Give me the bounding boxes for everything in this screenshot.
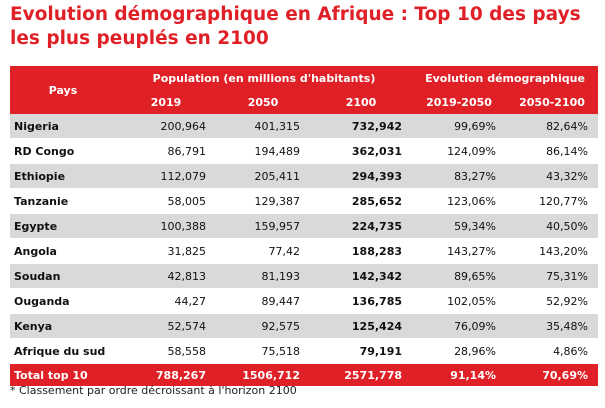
footnote: * Classement par ordre décroissant à l'h… — [10, 384, 297, 397]
header-2019-2050: 2019-2050 — [412, 90, 507, 114]
table-row: Afrique du sud 58,558 75,518 79,191 28,96% 4,… — [10, 338, 599, 364]
pop-2019-cell: 31,825 — [116, 238, 216, 264]
pop-2100-cell: 136,785 — [310, 288, 413, 314]
evo-2050-2100-cell: 52,92% — [506, 288, 599, 314]
pop-2100-cell: 224,735 — [310, 213, 413, 239]
country-cell: Kenya — [10, 313, 116, 339]
table-row: Ouganda 44,27 89,447 136,785 102,05% 52,92% — [10, 288, 599, 314]
pop-2100-cell: 125,424 — [310, 313, 413, 339]
header-population: Population (en millions d'habitants) — [116, 66, 413, 90]
header-2050: 2050 — [216, 90, 310, 114]
pop-2019-cell: 86,791 — [116, 138, 216, 164]
pop-2019-cell: 100,388 — [116, 213, 216, 239]
header-2050-2100: 2050-2100 — [506, 90, 599, 114]
evo-2019-2050-cell: 59,34% — [412, 213, 507, 239]
pop-2050-cell: 129,387 — [216, 188, 310, 214]
pop-2019-cell: 52,574 — [116, 313, 216, 339]
pop-2100-cell: 294,393 — [310, 163, 413, 189]
evo-2019-2050-cell: 99,69% — [412, 114, 507, 139]
total-pop-2050-cell: 1506,712 — [216, 363, 310, 387]
pop-2050-cell: 92,575 — [216, 313, 310, 339]
table-row: Nigeria 200,964 401,315 732,942 99,69% 82,64% — [10, 114, 599, 139]
total-pop-2019-cell: 788,267 — [116, 363, 216, 387]
total-country-cell: Total top 10 — [10, 363, 116, 387]
pop-2100-cell: 188,283 — [310, 238, 413, 264]
pop-2050-cell: 194,489 — [216, 138, 310, 164]
total-evo-2050-2100-cell: 70,69% — [506, 363, 599, 387]
country-cell: Nigeria — [10, 114, 116, 139]
evo-2019-2050-cell: 28,96% — [412, 338, 507, 364]
header-pays: Pays — [10, 66, 116, 114]
pop-2019-cell: 42,813 — [116, 263, 216, 289]
population-table: Pays Population (en millions d'habitants… — [10, 66, 599, 387]
country-cell: RD Congo — [10, 138, 116, 164]
country-cell: Egypte — [10, 213, 116, 239]
pop-2050-cell: 401,315 — [216, 114, 310, 139]
pop-2050-cell: 75,518 — [216, 338, 310, 364]
evo-2019-2050-cell: 89,65% — [412, 263, 507, 289]
table-row: Soudan 42,813 81,193 142,342 89,65% 75,31% — [10, 263, 599, 289]
table-row: Angola 31,825 77,42 188,283 143,27% 143,20% — [10, 238, 599, 264]
table-row: Ethiopie 112,079 205,411 294,393 83,27% 43,32… — [10, 163, 599, 189]
evo-2019-2050-cell: 143,27% — [412, 238, 507, 264]
country-cell: Tanzanie — [10, 188, 116, 214]
pop-2050-cell: 77,42 — [216, 238, 310, 264]
total-pop-2100-cell: 2571,778 — [310, 363, 413, 387]
page-title: Evolution démographique en Afrique : Top… — [10, 4, 581, 49]
country-cell: Afrique du sud — [10, 338, 116, 364]
header-2100: 2100 — [310, 90, 413, 114]
evo-2050-2100-cell: 86,14% — [506, 138, 599, 164]
country-cell: Ouganda — [10, 288, 116, 314]
pop-2019-cell: 44,27 — [116, 288, 216, 314]
pop-2100-cell: 142,342 — [310, 263, 413, 289]
pop-2100-cell: 362,031 — [310, 138, 413, 164]
pop-2100-cell: 732,942 — [310, 114, 413, 139]
evo-2050-2100-cell: 43,32% — [506, 163, 599, 189]
evo-2019-2050-cell: 102,05% — [412, 288, 507, 314]
evo-2050-2100-cell: 120,77% — [506, 188, 599, 214]
evo-2050-2100-cell: 75,31% — [506, 263, 599, 289]
evo-2019-2050-cell: 76,09% — [412, 313, 507, 339]
header-evolution: Evolution démographique — [412, 66, 599, 90]
header-row-years: 2019 2050 2100 2019-2050 2050-2100 — [10, 90, 599, 114]
evo-2050-2100-cell: 143,20% — [506, 238, 599, 264]
pop-2050-cell: 159,957 — [216, 213, 310, 239]
table-row: Kenya 52,574 92,575 125,424 76,09% 35,48% — [10, 313, 599, 339]
table-body: Nigeria 200,964 401,315 732,942 99,69% 82,64%… — [10, 114, 599, 387]
evo-2050-2100-cell: 35,48% — [506, 313, 599, 339]
pop-2019-cell: 200,964 — [116, 114, 216, 139]
pop-2019-cell: 112,079 — [116, 163, 216, 189]
pop-2019-cell: 58,558 — [116, 338, 216, 364]
country-cell: Ethiopie — [10, 163, 116, 189]
country-cell: Angola — [10, 238, 116, 264]
evo-2019-2050-cell: 83,27% — [412, 163, 507, 189]
evo-2050-2100-cell: 82,64% — [506, 114, 599, 139]
pop-2100-cell: 285,652 — [310, 188, 413, 214]
total-row: Total top 10 788,267 1506,712 2571,778 91,14… — [10, 363, 599, 387]
pop-2100-cell: 79,191 — [310, 338, 413, 364]
evo-2019-2050-cell: 124,09% — [412, 138, 507, 164]
pop-2050-cell: 205,411 — [216, 163, 310, 189]
pop-2050-cell: 89,447 — [216, 288, 310, 314]
total-evo-2019-2050-cell: 91,14% — [412, 363, 507, 387]
table-row: Egypte 100,388 159,957 224,735 59,34% 40,50% — [10, 213, 599, 239]
evo-2050-2100-cell: 40,50% — [506, 213, 599, 239]
header-2019: 2019 — [116, 90, 216, 114]
evo-2050-2100-cell: 4,86% — [506, 338, 599, 364]
pop-2019-cell: 58,005 — [116, 188, 216, 214]
table-row: RD Congo 86,791 194,489 362,031 124,09% 86,14… — [10, 138, 599, 164]
table-row: Tanzanie 58,005 129,387 285,652 123,06% 120,7… — [10, 188, 599, 214]
header-row-group: Pays Population (en millions d'habitants… — [10, 66, 599, 114]
pop-2050-cell: 81,193 — [216, 263, 310, 289]
country-cell: Soudan — [10, 263, 116, 289]
evo-2019-2050-cell: 123,06% — [412, 188, 507, 214]
